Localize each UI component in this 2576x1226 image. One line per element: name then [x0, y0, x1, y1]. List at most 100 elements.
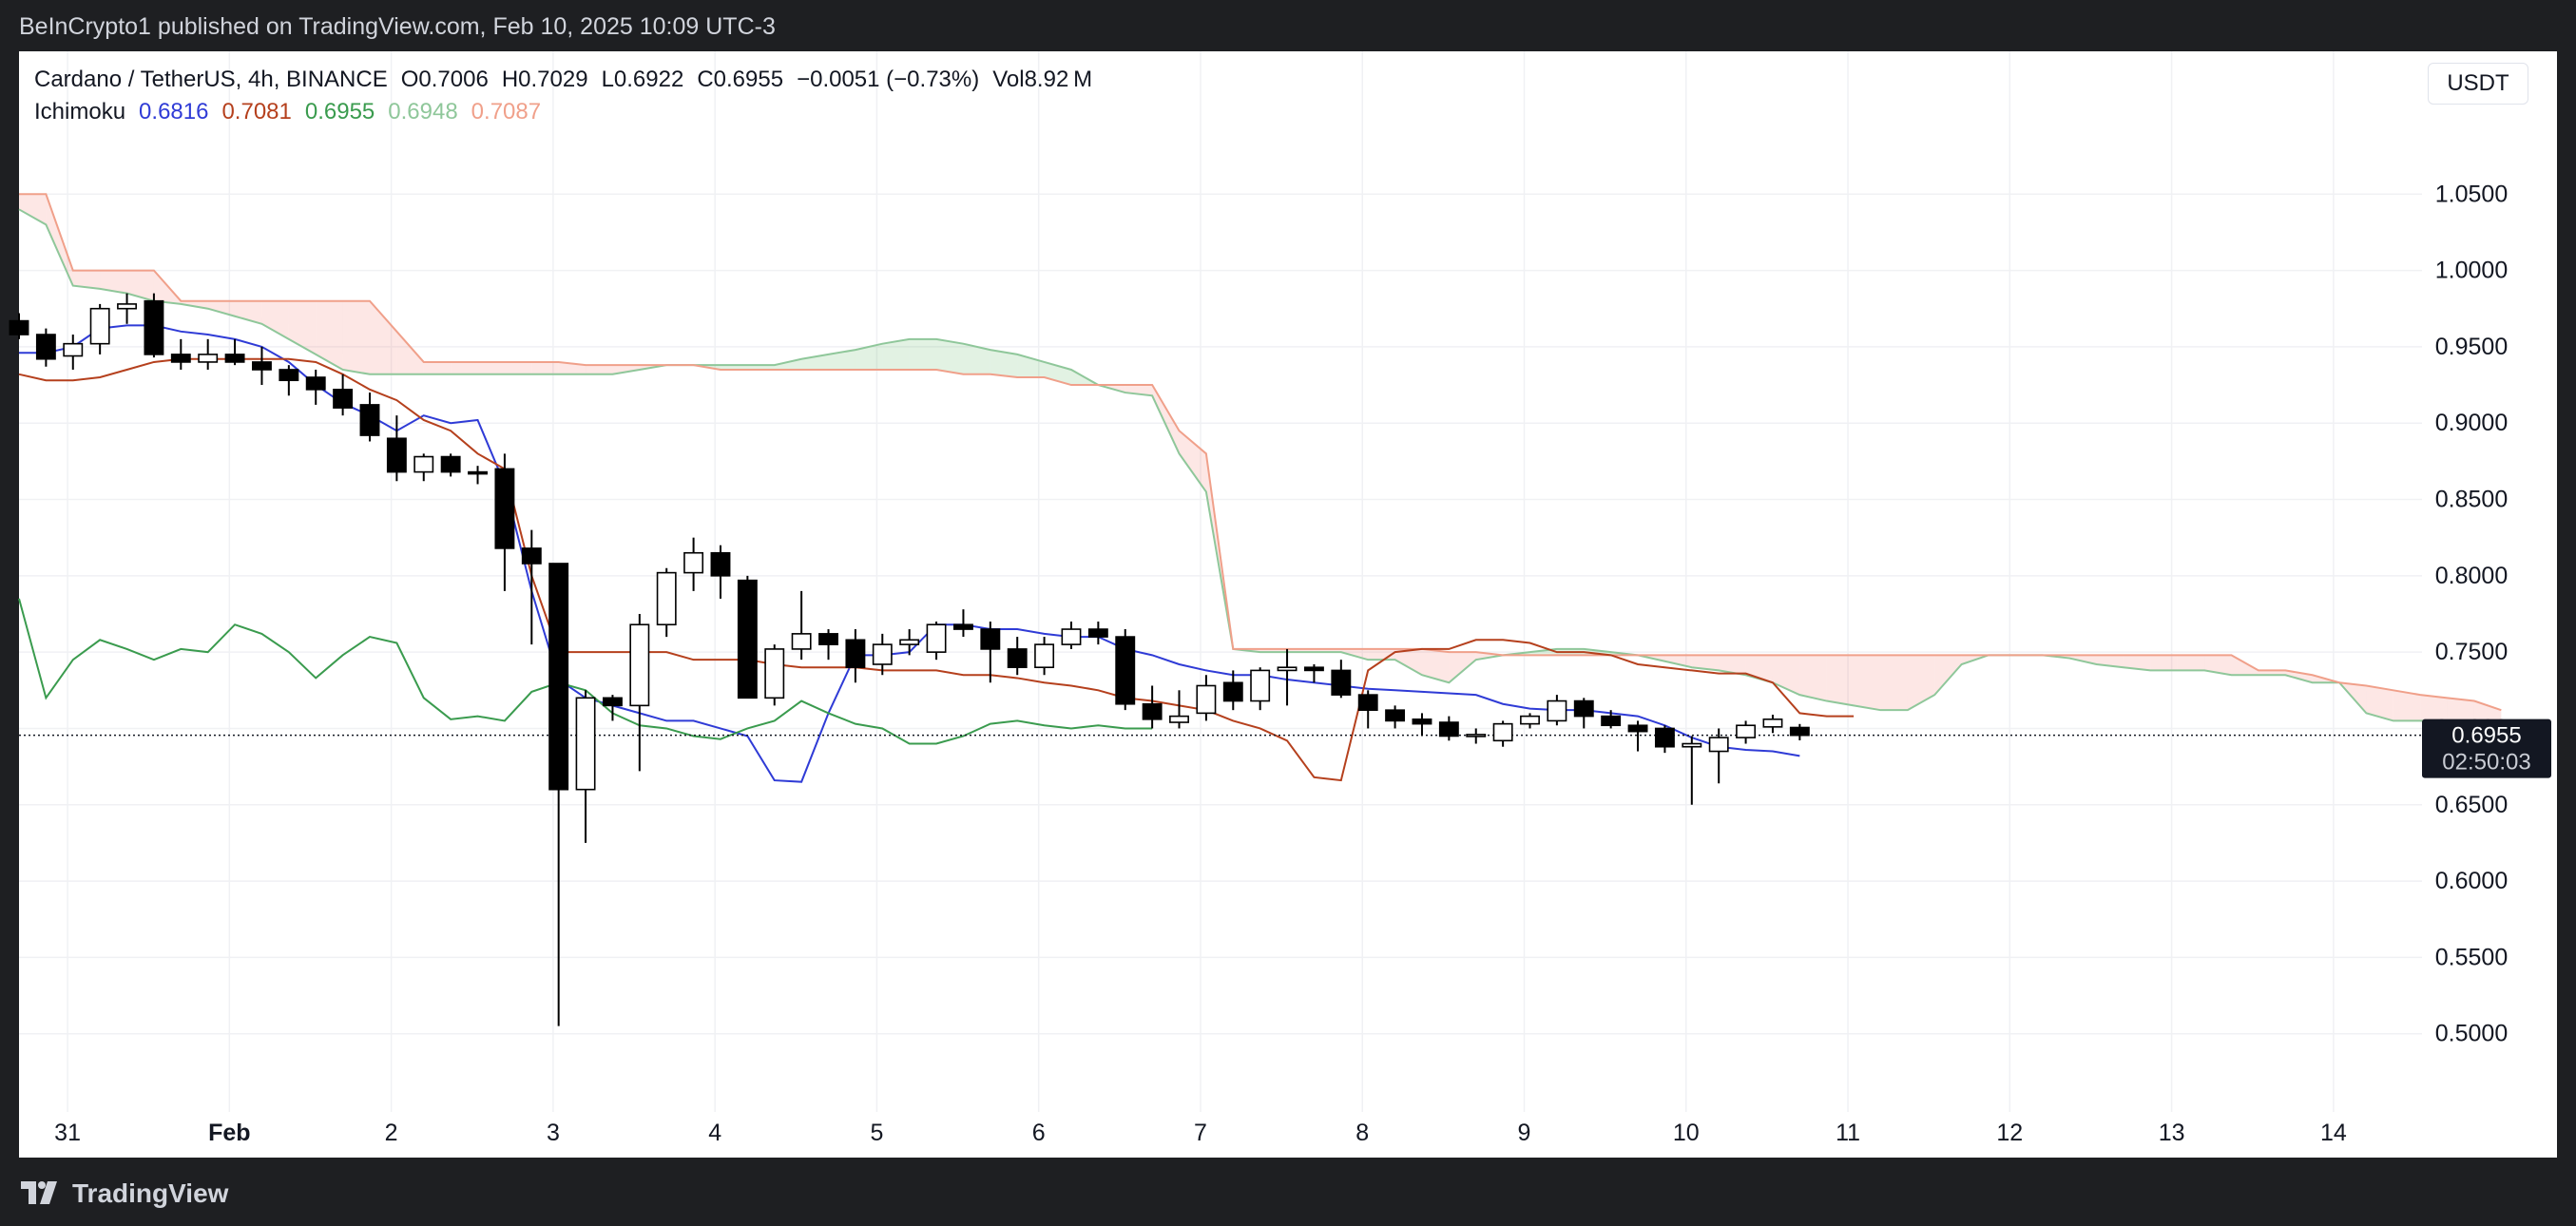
candle[interactable] [980, 622, 1001, 683]
candle[interactable] [575, 690, 596, 843]
candle[interactable] [1142, 685, 1163, 729]
series-line [18, 598, 1153, 745]
price-change: −0.0051 (−0.73%) [797, 67, 980, 92]
candle[interactable] [1196, 675, 1217, 721]
candle[interactable] [1303, 663, 1324, 683]
candle[interactable] [1087, 622, 1108, 645]
candle[interactable] [279, 365, 299, 396]
ohlc-high: H0.7029 [501, 67, 588, 92]
candle[interactable] [1115, 629, 1136, 711]
cloud-segment [100, 270, 127, 294]
candle[interactable] [548, 563, 569, 1026]
candle[interactable] [1573, 698, 1594, 729]
candle[interactable] [926, 622, 947, 661]
candle[interactable] [710, 545, 731, 599]
cloud-segment [936, 338, 964, 374]
candle[interactable] [1601, 710, 1622, 729]
candle[interactable] [1547, 695, 1567, 726]
candle[interactable] [224, 338, 245, 366]
candle[interactable] [818, 629, 838, 661]
indicator-name[interactable]: Ichimoku [34, 99, 126, 125]
candle[interactable] [1061, 622, 1082, 649]
candle[interactable] [629, 613, 650, 772]
candle[interactable] [1466, 728, 1487, 744]
cloud-segment [423, 361, 452, 374]
candle[interactable] [144, 293, 164, 358]
candle[interactable] [1222, 670, 1243, 711]
candle[interactable] [386, 415, 407, 482]
cloud-segment [2393, 690, 2421, 721]
candle[interactable] [1520, 713, 1540, 729]
candle[interactable] [170, 338, 191, 370]
candle[interactable] [198, 338, 219, 370]
candle[interactable] [1438, 716, 1459, 741]
candle-body [224, 354, 245, 363]
cloud-segment [1421, 648, 1450, 683]
candle[interactable] [252, 346, 272, 386]
candle[interactable] [1034, 637, 1055, 676]
cloud-segment [396, 331, 424, 374]
candle[interactable] [359, 393, 380, 442]
candle[interactable] [1007, 637, 1028, 676]
candle[interactable] [9, 313, 29, 339]
candle[interactable] [1357, 690, 1378, 729]
cloud-segment [1799, 655, 1827, 701]
candle[interactable] [305, 369, 326, 405]
candle-body [413, 455, 434, 473]
candle[interactable] [1682, 736, 1702, 805]
candle[interactable] [1789, 723, 1810, 740]
candle-body [1627, 724, 1648, 733]
candle[interactable] [872, 633, 893, 676]
candle[interactable] [1736, 720, 1757, 744]
candle[interactable] [1762, 715, 1783, 734]
x-tick-label: 8 [1355, 1120, 1369, 1146]
currency-button[interactable]: USDT [2428, 63, 2528, 105]
candle-body [926, 623, 947, 653]
candle[interactable] [1627, 720, 1648, 752]
candle[interactable] [89, 303, 110, 354]
candle[interactable] [683, 537, 704, 591]
cloud-segment [2177, 655, 2205, 671]
candle[interactable] [1250, 667, 1271, 711]
candle[interactable] [1277, 648, 1298, 706]
candle-body [198, 354, 219, 363]
candle[interactable] [737, 575, 758, 699]
candle[interactable] [1331, 660, 1352, 699]
candle[interactable] [1412, 713, 1432, 737]
candle[interactable] [764, 644, 785, 706]
y-tick-label: 0.7500 [2435, 639, 2508, 665]
candle[interactable] [602, 695, 623, 721]
candle-body [1303, 666, 1324, 672]
series-line [19, 324, 1800, 783]
top-bar: BeInCrypto1 published on TradingView.com… [0, 0, 2576, 51]
candle[interactable] [899, 629, 920, 656]
candle[interactable] [35, 328, 56, 367]
symbol-title[interactable]: Cardano / TetherUS, 4h, BINANCE [34, 67, 388, 92]
candle[interactable] [333, 374, 354, 416]
candle[interactable] [952, 609, 973, 638]
candle[interactable] [440, 453, 461, 477]
candle[interactable] [1169, 690, 1189, 729]
candle[interactable] [1708, 728, 1729, 784]
tradingview-brand[interactable]: TradingView [72, 1178, 229, 1208]
candle[interactable] [117, 293, 137, 324]
candle[interactable] [413, 453, 434, 482]
candle[interactable] [1492, 720, 1513, 747]
candle[interactable] [521, 529, 542, 645]
candle[interactable] [468, 466, 488, 485]
candle[interactable] [494, 453, 515, 591]
candle[interactable] [63, 335, 84, 370]
candle[interactable] [791, 590, 812, 661]
candle-body [656, 571, 677, 626]
x-tick-label: 9 [1518, 1120, 1531, 1146]
candle[interactable] [845, 629, 866, 683]
candle[interactable] [1654, 725, 1675, 754]
candle-body [1708, 737, 1729, 753]
tradingview-logo-icon[interactable] [19, 1176, 63, 1210]
chart-panel[interactable] [19, 51, 2557, 1158]
cloud-segment [963, 343, 990, 374]
candle[interactable] [656, 567, 677, 638]
candle[interactable] [1385, 705, 1406, 729]
candle-body [521, 547, 542, 565]
